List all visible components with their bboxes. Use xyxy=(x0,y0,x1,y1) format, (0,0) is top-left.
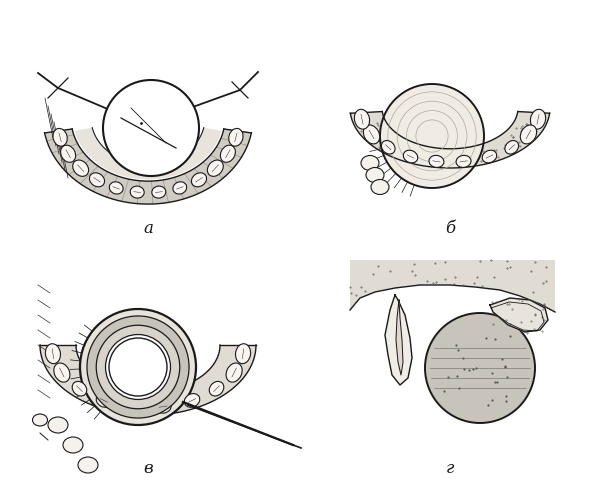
Ellipse shape xyxy=(530,110,545,129)
Ellipse shape xyxy=(505,140,518,154)
Ellipse shape xyxy=(32,414,47,426)
Ellipse shape xyxy=(89,173,104,187)
Polygon shape xyxy=(396,300,403,375)
Circle shape xyxy=(103,80,199,176)
Polygon shape xyxy=(350,112,550,168)
Ellipse shape xyxy=(456,155,471,167)
Ellipse shape xyxy=(46,344,61,364)
Polygon shape xyxy=(74,127,221,179)
Circle shape xyxy=(109,338,167,396)
Ellipse shape xyxy=(152,186,166,198)
Ellipse shape xyxy=(109,182,123,194)
Ellipse shape xyxy=(78,457,98,473)
Circle shape xyxy=(96,325,180,409)
Ellipse shape xyxy=(229,128,243,146)
Ellipse shape xyxy=(48,417,68,433)
Circle shape xyxy=(80,309,196,425)
Text: б: б xyxy=(445,220,455,237)
Ellipse shape xyxy=(155,400,171,413)
Ellipse shape xyxy=(355,110,370,129)
Ellipse shape xyxy=(63,437,83,453)
Circle shape xyxy=(106,335,170,399)
Polygon shape xyxy=(385,295,412,385)
Ellipse shape xyxy=(361,155,379,170)
Ellipse shape xyxy=(366,167,384,182)
Ellipse shape xyxy=(209,381,224,396)
Polygon shape xyxy=(490,298,548,332)
Ellipse shape xyxy=(96,393,112,407)
Ellipse shape xyxy=(184,393,200,407)
Ellipse shape xyxy=(130,186,144,198)
Circle shape xyxy=(115,344,161,390)
Ellipse shape xyxy=(72,381,87,396)
Ellipse shape xyxy=(520,125,536,144)
Polygon shape xyxy=(44,129,251,204)
Ellipse shape xyxy=(61,145,76,162)
Text: а: а xyxy=(143,220,153,237)
Circle shape xyxy=(380,84,484,188)
Ellipse shape xyxy=(429,155,444,167)
Polygon shape xyxy=(40,345,256,415)
Ellipse shape xyxy=(208,160,223,176)
Ellipse shape xyxy=(482,150,497,163)
Polygon shape xyxy=(350,260,555,312)
Text: г: г xyxy=(446,460,454,477)
Ellipse shape xyxy=(125,400,141,413)
Text: в: в xyxy=(143,460,153,477)
Ellipse shape xyxy=(191,173,206,187)
Ellipse shape xyxy=(236,344,251,364)
Ellipse shape xyxy=(371,179,389,195)
Ellipse shape xyxy=(364,125,380,144)
Ellipse shape xyxy=(54,363,70,382)
Ellipse shape xyxy=(73,160,89,176)
Ellipse shape xyxy=(173,182,187,194)
Ellipse shape xyxy=(53,128,67,146)
Ellipse shape xyxy=(220,145,235,162)
Ellipse shape xyxy=(226,363,242,382)
Ellipse shape xyxy=(382,140,395,154)
Circle shape xyxy=(425,313,535,423)
Ellipse shape xyxy=(403,150,418,163)
Circle shape xyxy=(87,316,189,418)
